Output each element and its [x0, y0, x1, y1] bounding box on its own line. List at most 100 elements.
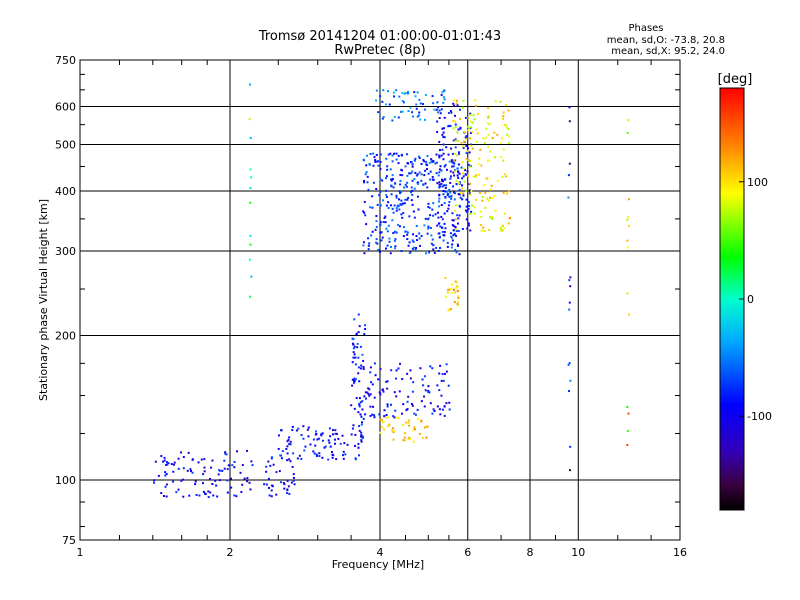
echo-point	[377, 164, 380, 167]
echo-point	[369, 405, 372, 408]
echo-point	[406, 174, 409, 177]
echo-point	[382, 390, 385, 393]
echo-point	[367, 244, 370, 247]
echo-point	[491, 137, 494, 140]
echo-point	[446, 193, 449, 196]
echo-point	[453, 114, 456, 117]
echo-point	[381, 236, 384, 239]
echo-point	[432, 102, 435, 105]
echo-point	[462, 175, 465, 178]
echo-point	[407, 110, 410, 113]
echo-point	[403, 432, 406, 435]
echo-point	[464, 136, 467, 139]
echo-point	[352, 338, 355, 341]
echo-point	[164, 485, 167, 488]
echo-point	[248, 258, 251, 261]
echo-point	[441, 373, 444, 376]
echo-point	[496, 179, 499, 182]
echo-point	[361, 400, 364, 403]
echo-point	[379, 190, 382, 193]
echo-point	[461, 184, 464, 187]
echo-point	[267, 460, 270, 463]
echo-point	[249, 488, 252, 491]
x-tick-label: 4	[377, 546, 384, 559]
echo-point	[455, 234, 458, 237]
echo-point	[398, 208, 401, 211]
echo-point	[382, 89, 385, 92]
echo-point	[371, 206, 374, 209]
echo-point	[485, 177, 488, 180]
echo-point	[164, 471, 167, 474]
echo-point	[397, 116, 400, 119]
echo-point	[437, 232, 440, 235]
echo-point	[423, 426, 426, 429]
echo-point	[235, 495, 238, 498]
echo-point	[406, 233, 409, 236]
echo-point	[508, 141, 511, 144]
echo-point	[392, 438, 395, 441]
echo-point	[374, 158, 377, 161]
echo-point	[402, 101, 405, 104]
echo-point	[503, 212, 506, 215]
echo-point	[226, 468, 229, 471]
echo-point	[473, 212, 476, 215]
echo-point	[442, 96, 445, 99]
echo-point	[436, 224, 439, 227]
echo-point	[432, 244, 435, 247]
echo-point	[379, 393, 382, 396]
echo-point	[442, 143, 445, 146]
echo-point	[380, 418, 383, 421]
scatter-points	[153, 83, 631, 499]
echo-point	[455, 230, 458, 233]
echo-point	[449, 181, 452, 184]
echo-point	[362, 244, 365, 247]
echo-point	[468, 163, 471, 166]
echo-point	[468, 151, 471, 154]
echo-point	[458, 172, 461, 175]
echo-point	[466, 150, 469, 153]
echo-point	[438, 200, 441, 203]
echo-point	[442, 127, 445, 130]
echo-point	[462, 146, 465, 149]
echo-point	[503, 124, 506, 127]
echo-point	[371, 195, 374, 198]
echo-point	[456, 154, 459, 157]
echo-point	[386, 90, 389, 93]
echo-point	[403, 436, 406, 439]
grid-lines	[80, 60, 680, 540]
echo-point	[378, 194, 381, 197]
echo-point	[426, 425, 429, 428]
echo-point	[397, 367, 400, 370]
echo-point	[375, 238, 378, 241]
echo-point	[449, 170, 452, 173]
echo-point	[401, 100, 404, 103]
echo-point	[400, 199, 403, 202]
echo-point	[416, 418, 419, 421]
echo-point	[454, 248, 457, 251]
echo-point	[452, 171, 455, 174]
echo-point	[440, 379, 443, 382]
echo-point	[489, 150, 492, 153]
echo-point	[382, 220, 385, 223]
echo-point	[398, 95, 401, 98]
echo-point	[375, 241, 378, 244]
echo-point	[403, 186, 406, 189]
echo-point	[422, 159, 425, 162]
echo-point	[395, 152, 398, 155]
echo-point	[399, 179, 402, 182]
echo-point	[427, 202, 430, 205]
echo-point	[447, 112, 450, 115]
echo-point	[248, 481, 251, 484]
echo-point	[285, 492, 288, 495]
echo-point	[362, 368, 365, 371]
echo-point	[352, 356, 355, 359]
echo-point	[447, 204, 450, 207]
echo-point	[452, 185, 455, 188]
echo-point	[467, 204, 470, 207]
echo-point	[488, 159, 491, 162]
x-tick-label: 8	[527, 546, 534, 559]
echo-point	[627, 412, 630, 415]
echo-point	[402, 439, 405, 442]
echo-point	[393, 391, 396, 394]
echo-point	[401, 92, 404, 95]
